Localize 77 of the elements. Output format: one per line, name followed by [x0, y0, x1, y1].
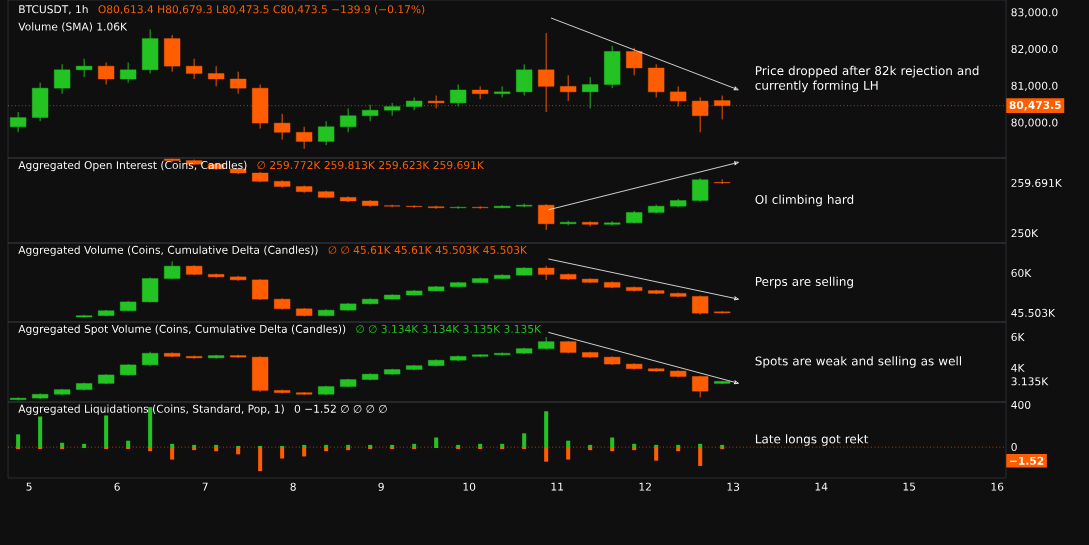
candlestick: [538, 203, 555, 231]
x-tick-label: 9: [378, 482, 384, 491]
candlestick: [450, 205, 467, 210]
y-tick-label: 3.135K: [1011, 377, 1049, 386]
x-tick-label: 5: [26, 482, 32, 491]
bar: [16, 434, 21, 447]
bar: [544, 411, 549, 447]
y-tick-label: 81,000.0: [1011, 81, 1058, 91]
y-tick-label: 60K: [1011, 268, 1032, 278]
x-tick-label: 7: [202, 482, 208, 491]
candlestick: [98, 61, 115, 85]
y-tick-label: 4K: [1011, 364, 1025, 372]
y-tick-label: 6K: [1011, 332, 1025, 342]
y-tick-label: 80,000.0: [1011, 118, 1058, 128]
chart-title: Aggregated Volume (Coins, Cumulative Delta (Candles)): [18, 245, 318, 256]
x-tick-label: 15: [903, 482, 916, 491]
annotation: Volume (SMA) 1.06K: [18, 22, 128, 32]
candlestick: [318, 120, 335, 146]
candlestick: [274, 113, 291, 141]
candlestick: [252, 278, 269, 301]
candlestick: [582, 76, 599, 109]
ref-line-label: 80,473.5: [1009, 100, 1061, 111]
candlestick: [648, 63, 665, 98]
bar: [522, 433, 527, 447]
candlestick: [10, 111, 27, 133]
chart-title: BTCUSDT, 1h: [19, 5, 88, 15]
chart-subtitle: ∅ ∅ 45.61K 45.61K 45.503K 45.503K: [328, 245, 528, 254]
x-tick-label: 10: [463, 482, 476, 491]
candlestick: [296, 126, 313, 150]
y-tick-label: 250K: [1011, 229, 1039, 238]
candlestick: [208, 65, 225, 87]
annotation: Price dropped after 82k rejection and currently forming LH: [755, 65, 979, 93]
y-tick-label: 82,000.0: [1011, 45, 1058, 55]
x-tick-label: 16: [991, 482, 1004, 491]
y-tick-label: 400: [1011, 400, 1031, 409]
annotation: Spots are weak and selling as well: [755, 356, 962, 368]
chart-title: Aggregated Spot Volume (Coins, Cumulative Delta (Candles)): [18, 324, 346, 335]
candlestick: [186, 58, 203, 80]
bar: [434, 437, 439, 447]
candlestick: [450, 84, 467, 108]
chart-subtitle: O80,613.4 H80,679.3 L80,473.5 C80,473.5 −139.9 (−0.17%): [98, 5, 425, 15]
candlestick: [76, 58, 93, 78]
bar: [38, 416, 43, 447]
candlestick: [692, 177, 709, 202]
candlestick: [406, 204, 423, 209]
candlestick: [340, 107, 357, 133]
y-tick-label: 45.503K: [1011, 308, 1056, 317]
annotation: Late longs got rekt: [755, 434, 869, 446]
bar: [104, 415, 109, 447]
y-tick-label: 0: [1011, 442, 1017, 452]
candlestick: [230, 71, 247, 95]
candlestick: [560, 74, 577, 102]
chart-subtitle: ∅ ∅ 3.134K 3.134K 3.135K 3.135K: [356, 324, 542, 333]
bar: [698, 443, 703, 447]
y-tick-label: 259.691K: [1011, 178, 1063, 187]
candlestick: [626, 47, 643, 76]
bar: [566, 440, 571, 447]
candlestick: [472, 205, 489, 210]
x-tick-label: 14: [815, 482, 828, 491]
ref-line-label: −1.52: [1010, 456, 1044, 465]
bar: [148, 407, 153, 447]
y-tick-label: 83,000.0: [1011, 8, 1058, 18]
candlestick: [516, 63, 533, 96]
x-tick-label: 11: [551, 482, 563, 491]
bar: [610, 437, 615, 447]
candlestick: [120, 61, 137, 84]
x-tick-label: 8: [290, 482, 296, 491]
annotation: OI climbing hard: [755, 194, 854, 207]
x-tick-label: 13: [727, 482, 740, 491]
chart-subtitle: ∅ 259.772K 259.813K 259.623K 259.691K: [257, 160, 485, 170]
x-tick-label: 6: [114, 482, 120, 491]
annotation: Perps are selling: [755, 276, 853, 289]
x-tick-label: 12: [639, 482, 651, 491]
candlestick: [54, 63, 71, 95]
candlestick: [142, 276, 159, 303]
chart-title: Aggregated Liquidations (Coins, Standard, Pop, 1): [18, 404, 284, 415]
chart-subtitle: 0 −1.52 ∅ ∅ ∅ ∅: [294, 404, 387, 413]
